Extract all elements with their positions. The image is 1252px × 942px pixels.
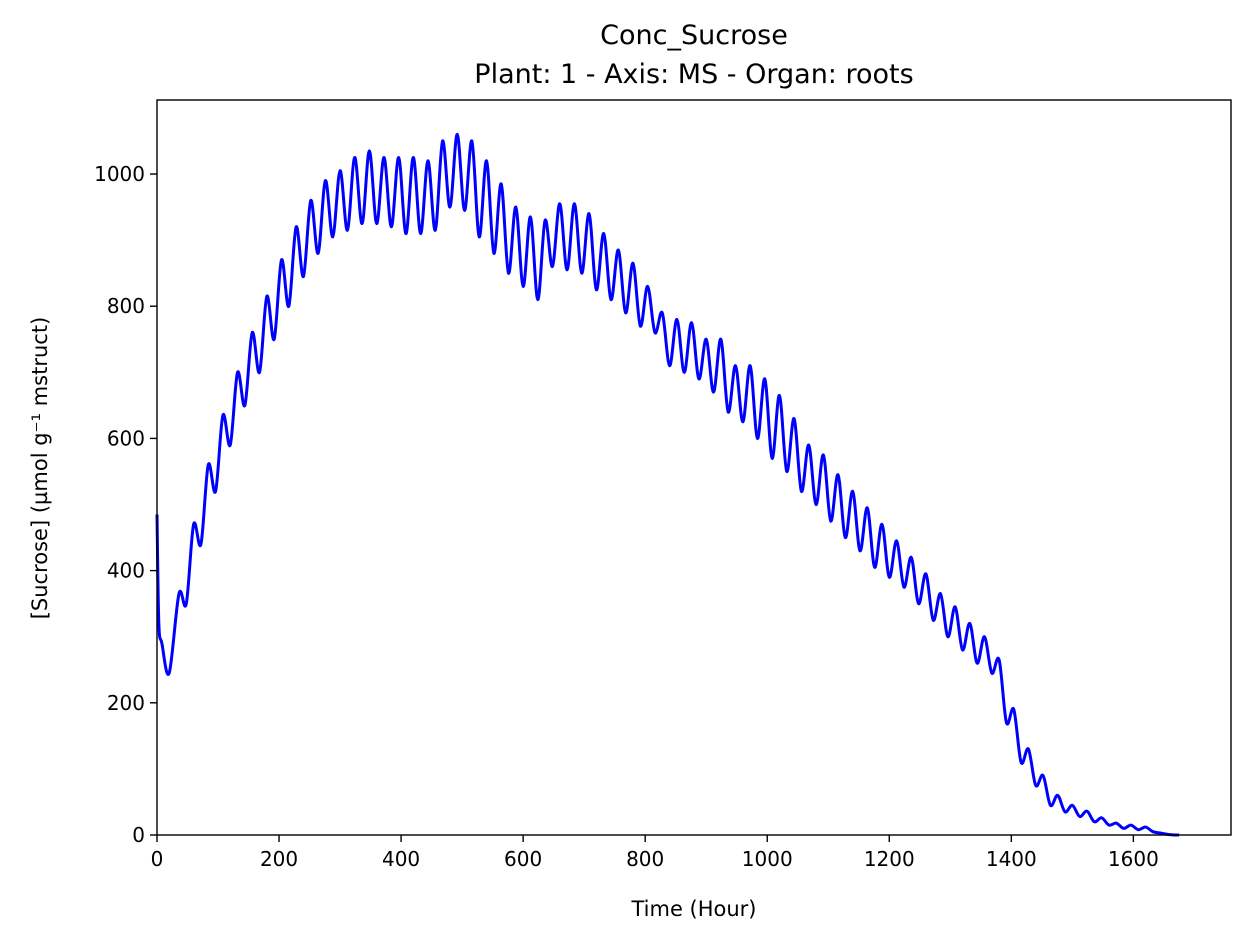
chart-title: Conc_Sucrose [600, 20, 788, 51]
y-axis-label: [Sucrose] (µmol g⁻¹ mstruct) [28, 317, 52, 620]
x-tick-label: 200 [260, 847, 298, 871]
series-line [155, 132, 1180, 837]
x-tick-label: 1000 [742, 847, 793, 871]
y-tick-label: 0 [132, 823, 145, 847]
y-tick-label: 600 [107, 426, 145, 450]
y-tick-label: 1000 [94, 162, 145, 186]
x-tick-label: 800 [626, 847, 664, 871]
plot-area [155, 99, 1232, 837]
x-tick-label: 400 [382, 847, 420, 871]
x-tick-label: 1400 [986, 847, 1037, 871]
x-tick-label: 600 [504, 847, 542, 871]
x-axis: 0 200 400 600 800 1000 1200 1400 1600 [151, 835, 1159, 871]
chart-subtitle: Plant: 1 - Axis: MS - Organ: roots [474, 59, 913, 90]
series-layer [155, 132, 1180, 837]
x-tick-label: 1600 [1108, 847, 1159, 871]
x-tick-label: 0 [151, 847, 164, 871]
x-axis-label: Time (Hour) [630, 897, 756, 921]
y-tick-label: 200 [107, 691, 145, 715]
y-tick-label: 800 [107, 294, 145, 318]
x-tick-label: 1200 [864, 847, 915, 871]
y-tick-label: 400 [107, 559, 145, 583]
plot-frame [156, 99, 1232, 836]
y-axis: 0 200 400 600 800 1000 [94, 162, 157, 847]
